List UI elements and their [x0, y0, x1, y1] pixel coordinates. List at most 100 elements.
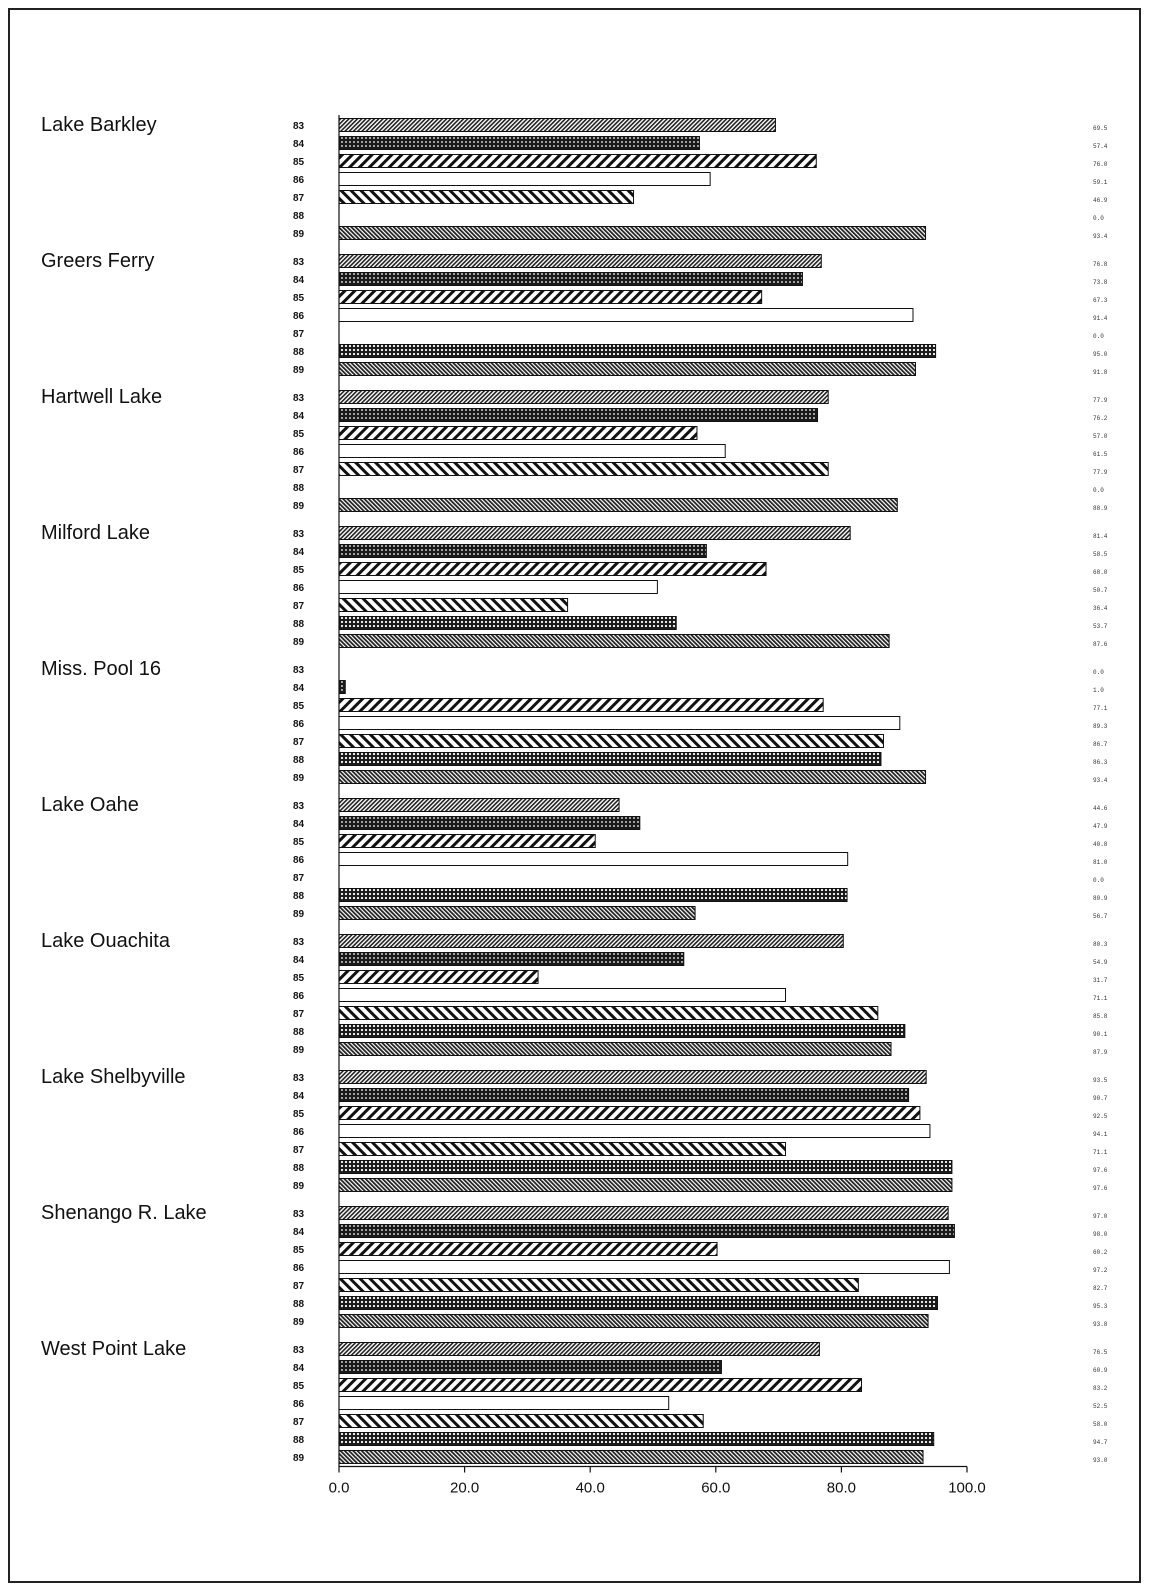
year-tick-label: 84 [293, 139, 305, 150]
year-tick-label: 85 [293, 973, 305, 984]
bar [338, 190, 635, 204]
bar [338, 798, 620, 812]
bar [338, 852, 849, 866]
bar [338, 1160, 953, 1174]
year-tick-label: 83 [293, 801, 305, 812]
value-label: 77.1 [1093, 705, 1108, 712]
bar [338, 562, 767, 576]
year-tick-label: 84 [293, 1091, 305, 1102]
year-tick-label: 89 [293, 501, 305, 512]
value-label: 71.1 [1093, 1149, 1108, 1156]
value-label: 68.0 [1093, 569, 1108, 576]
year-tick-label: 86 [293, 855, 305, 866]
bar [338, 1360, 722, 1374]
value-label: 91.4 [1093, 315, 1108, 322]
year-tick-label: 88 [293, 347, 305, 358]
year-tick-label: 88 [293, 483, 305, 494]
lake-group: Lake Ouachita 83 80.3 84 54.9 85 31.7 86 71.1 87 8… [41, 930, 1108, 1056]
value-label: 97.6 [1093, 1167, 1108, 1174]
bar [338, 1278, 859, 1292]
year-tick-label: 89 [293, 773, 305, 784]
year-tick-label: 83 [293, 1345, 305, 1356]
value-label: 60.9 [1093, 1367, 1108, 1374]
year-tick-label: 87 [293, 737, 305, 748]
lake-label: Miss. Pool 16 [41, 658, 161, 680]
value-label: 97.0 [1093, 1213, 1108, 1220]
year-tick-label: 84 [293, 547, 305, 558]
year-tick-label: 85 [293, 293, 305, 304]
value-label: 47.9 [1093, 823, 1108, 830]
year-tick-label: 88 [293, 755, 305, 766]
bar [338, 426, 698, 440]
bar [338, 988, 787, 1002]
year-tick-label: 89 [293, 909, 305, 920]
value-label: 89.3 [1093, 723, 1108, 730]
value-label: 87.6 [1093, 641, 1108, 648]
value-label: 98.0 [1093, 1231, 1108, 1238]
value-label: 90.7 [1093, 1095, 1108, 1102]
lake-group: Lake Shelbyville 83 93.5 84 90.7 85 92.5 86 94.1… [41, 1066, 1108, 1192]
value-label: 77.9 [1093, 397, 1108, 404]
value-label: 83.2 [1093, 1385, 1108, 1392]
value-label: 90.1 [1093, 1031, 1108, 1038]
value-label: 76.0 [1093, 161, 1108, 168]
year-tick-label: 87 [293, 465, 305, 476]
value-label: 76.5 [1093, 1349, 1108, 1356]
bar [338, 290, 763, 304]
x-axis: 0.0 20.0 40.0 60.0 80.0 100.0 [329, 115, 986, 1497]
year-tick-label: 84 [293, 1363, 305, 1374]
year-tick-label: 83 [293, 257, 305, 268]
x-tick-label: 80.0 [827, 1480, 856, 1497]
value-label: 71.1 [1093, 995, 1108, 1002]
value-label: 93.0 [1093, 1457, 1108, 1464]
year-tick-label: 85 [293, 837, 305, 848]
value-label: 57.0 [1093, 433, 1108, 440]
year-tick-label: 86 [293, 583, 305, 594]
value-label: 81.4 [1093, 533, 1108, 540]
value-label: 91.8 [1093, 369, 1108, 376]
value-label: 58.0 [1093, 1421, 1108, 1428]
bar [338, 1378, 862, 1392]
bar [338, 680, 346, 694]
value-label: 94.1 [1093, 1131, 1108, 1138]
bar [338, 408, 819, 422]
lake-label: West Point Lake [41, 1338, 186, 1360]
bar [338, 462, 829, 476]
value-label: 86.7 [1093, 741, 1108, 748]
bar [338, 716, 901, 730]
year-tick-label: 86 [293, 447, 305, 458]
x-tick-label: 20.0 [450, 1480, 479, 1497]
bar [338, 1432, 935, 1446]
bar [338, 634, 890, 648]
x-tick-label: 60.0 [701, 1480, 730, 1497]
value-label: 57.4 [1093, 143, 1108, 150]
year-tick-label: 86 [293, 991, 305, 1002]
year-tick-label: 87 [293, 1417, 305, 1428]
bar [338, 598, 569, 612]
x-tick-label: 0.0 [329, 1480, 350, 1497]
value-label: 69.5 [1093, 125, 1108, 132]
value-label: 0.0 [1093, 333, 1104, 340]
year-tick-label: 89 [293, 1181, 305, 1192]
x-tick-label: 100.0 [948, 1480, 986, 1497]
year-tick-label: 85 [293, 1109, 305, 1120]
lake-group: Lake Oahe 83 44.6 84 47.9 85 40.8 86 81.0 87 0.0 88… [41, 794, 1108, 920]
bar [338, 1070, 927, 1084]
lake-label: Milford Lake [41, 522, 150, 544]
value-label: 56.7 [1093, 913, 1108, 920]
value-label: 0.0 [1093, 877, 1104, 884]
bar [338, 254, 822, 268]
bar [338, 272, 803, 286]
year-tick-label: 88 [293, 1435, 305, 1446]
year-tick-label: 86 [293, 311, 305, 322]
value-label: 80.9 [1093, 895, 1108, 902]
value-label: 86.3 [1093, 759, 1108, 766]
bar [338, 172, 711, 186]
year-tick-label: 87 [293, 601, 305, 612]
year-tick-label: 86 [293, 1399, 305, 1410]
year-tick-label: 85 [293, 1381, 305, 1392]
year-tick-label: 84 [293, 819, 305, 830]
value-label: 53.7 [1093, 623, 1108, 630]
value-label: 87.9 [1093, 1049, 1108, 1056]
bar [338, 1342, 820, 1356]
